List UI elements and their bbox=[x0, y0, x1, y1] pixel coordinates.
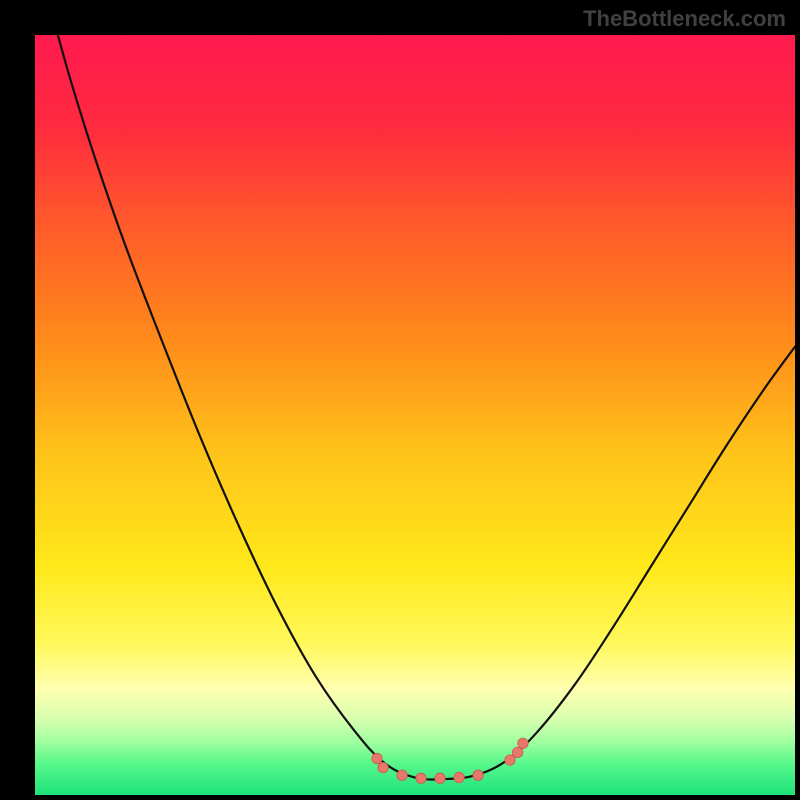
marker-point bbox=[435, 773, 445, 783]
marker-point bbox=[454, 772, 464, 782]
marker-point bbox=[416, 773, 426, 783]
marker-point bbox=[397, 770, 407, 780]
chart-svg bbox=[35, 35, 795, 795]
marker-point bbox=[512, 747, 522, 757]
gradient-background bbox=[35, 35, 795, 795]
chart-frame: TheBottleneck.com bbox=[0, 0, 800, 800]
plot-area bbox=[35, 35, 795, 795]
marker-point bbox=[372, 753, 382, 763]
marker-point bbox=[473, 770, 483, 780]
marker-point bbox=[518, 738, 528, 748]
marker-point bbox=[505, 755, 515, 765]
marker-point bbox=[378, 762, 388, 772]
watermark-text: TheBottleneck.com bbox=[583, 6, 786, 32]
